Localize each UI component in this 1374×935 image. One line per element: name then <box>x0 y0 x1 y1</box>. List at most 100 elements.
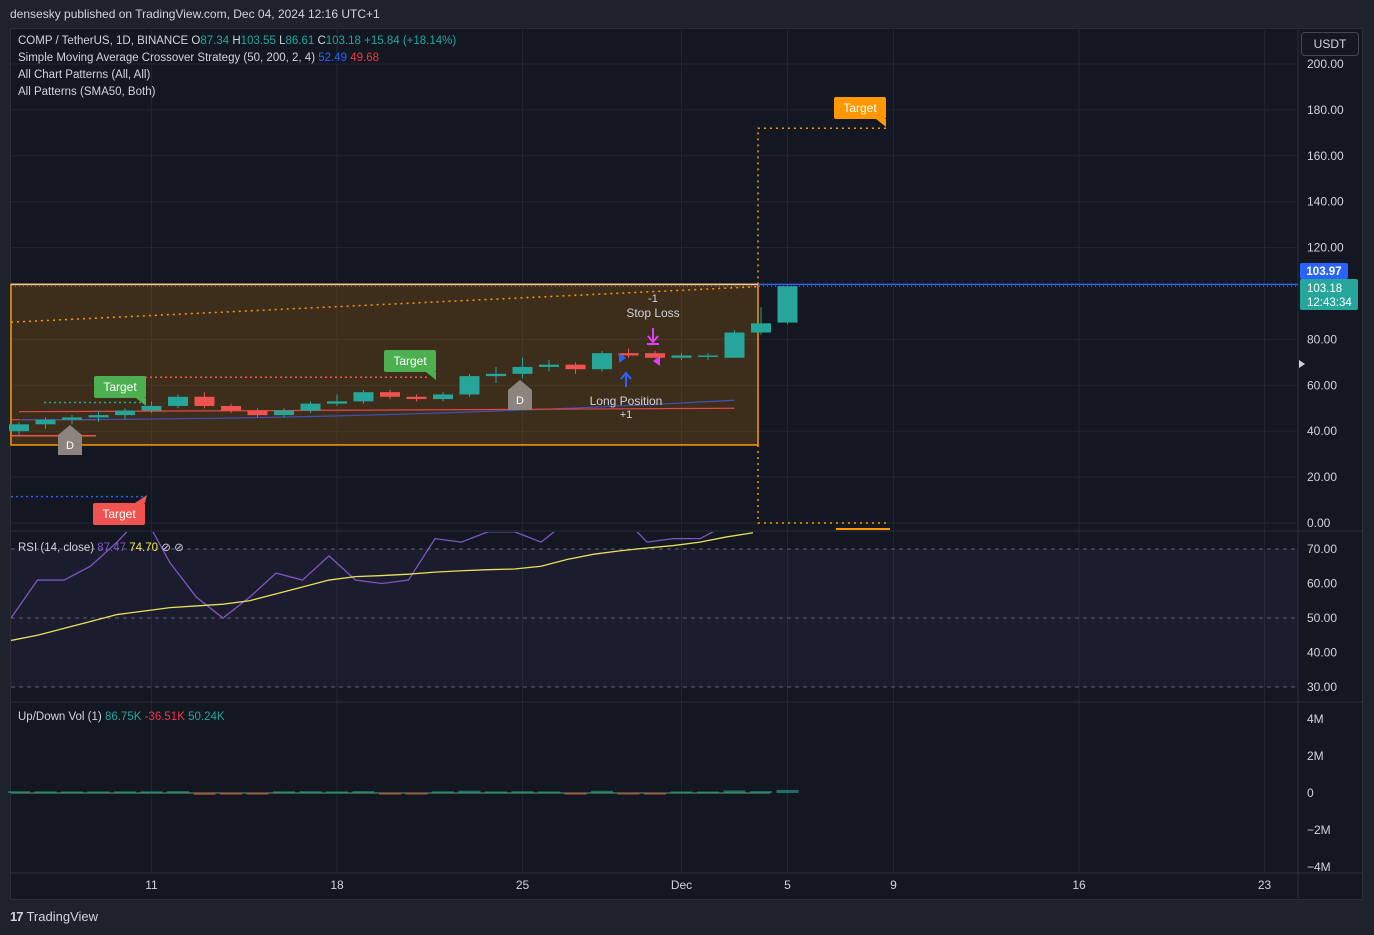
candle <box>406 394 427 402</box>
candle-body <box>35 419 56 425</box>
price-tick: 20.00 <box>1307 470 1337 484</box>
target-label-orange-bg <box>834 97 886 119</box>
candle <box>459 373 480 397</box>
volume-bar <box>61 791 83 793</box>
stop-loss-label: Stop Loss <box>626 306 679 320</box>
time-tick: 23 <box>1258 878 1272 892</box>
time-tick: 16 <box>1072 878 1086 892</box>
stop-loss-arrow-icon <box>647 328 659 345</box>
target-label-orange: Target <box>834 97 886 127</box>
rsi-tick: 60.00 <box>1307 577 1337 591</box>
time-tick: Dec <box>671 878 692 892</box>
price-tick: 60.00 <box>1307 378 1337 392</box>
target-label-green-2: Target <box>384 350 436 380</box>
price-tick: 40.00 <box>1307 424 1337 438</box>
candle <box>247 408 268 418</box>
candle <box>88 410 109 423</box>
volume-tick: 2M <box>1307 749 1324 763</box>
legend-strategy-row[interactable]: Simple Moving Average Crossover Strategy… <box>18 52 379 64</box>
candle <box>194 392 215 409</box>
time-tick: 5 <box>784 878 791 892</box>
candle <box>777 285 798 325</box>
close-badge-bg <box>1300 279 1358 310</box>
rsi-pane: 70.00 60.00 50.00 40.00 30.00 <box>11 532 1337 694</box>
pattern-d-marker-1: D <box>58 425 82 455</box>
candle <box>645 350 665 358</box>
rsi-legend[interactable]: RSI (14, close) 87.47 74.70 ⊘ ⊘ <box>18 540 184 554</box>
published-header: densesky published on TradingView.com, D… <box>10 7 380 21</box>
price-tick: 200.00 <box>1307 57 1344 71</box>
candle <box>168 394 188 409</box>
volume-bar <box>220 793 242 795</box>
legend-patterns2[interactable]: All Patterns (SMA50, Both) <box>18 86 156 98</box>
legend-patterns1[interactable]: All Chart Patterns (All, All) <box>18 69 151 81</box>
target-lower-bracket <box>757 444 890 524</box>
volume-bar <box>538 791 560 793</box>
footer-brand[interactable]: 17 TradingView <box>10 909 98 924</box>
candle-body <box>353 392 374 402</box>
volume-delta: 50.24K <box>188 711 225 723</box>
volume-bar <box>458 790 481 793</box>
rsi-ma-line <box>11 532 754 642</box>
price-tick: 160.00 <box>1307 149 1344 163</box>
long-position-label: Long Position <box>590 394 663 408</box>
volume-bar <box>776 789 799 793</box>
volume-bar <box>140 791 163 793</box>
volume-tick: 4M <box>1307 712 1324 726</box>
volume-bar <box>750 791 772 793</box>
candle <box>486 366 506 384</box>
candle-body <box>115 410 135 416</box>
time-tick: 9 <box>890 878 897 892</box>
volume-title: Up/Down Vol (1) <box>18 711 102 723</box>
volume-bar <box>564 793 587 795</box>
volume-legend[interactable]: Up/Down Vol (1) 86.75K -36.51K 50.24K <box>18 711 225 723</box>
target-label-green-2-bg <box>384 350 436 372</box>
candle-body <box>300 403 321 411</box>
volume-tick: −4M <box>1307 860 1331 874</box>
tradingview-logo-icon: 17 <box>10 909 24 924</box>
volume-tick: 0 <box>1307 786 1314 800</box>
candle-body <box>565 364 586 370</box>
pattern-d-marker-2-shape <box>508 380 532 410</box>
volume-tick: −2M <box>1307 823 1331 837</box>
volume-bar <box>644 793 666 795</box>
time-axis: 11 18 25 Dec 5 9 16 23 <box>145 878 1271 892</box>
candle-body <box>512 366 533 374</box>
legend-symbol: COMP / TetherUS, 1D, BINANCE <box>18 35 189 47</box>
candle-body <box>221 405 241 411</box>
volume-bar <box>697 791 719 793</box>
candle <box>274 408 294 418</box>
trend-dotted-line <box>10 285 759 323</box>
candle <box>671 353 692 361</box>
target-label-red-bg <box>93 503 145 525</box>
chart-frame[interactable] <box>10 28 1363 900</box>
candle <box>565 362 586 374</box>
candle-body <box>62 417 82 420</box>
candle-body <box>724 332 745 358</box>
candle-body <box>459 376 480 395</box>
candle <box>141 401 162 413</box>
target-label-green-1-tail <box>136 398 146 406</box>
candle-body <box>592 353 612 370</box>
legend-strategy-v1: 52.49 <box>318 52 348 64</box>
volume-bar <box>670 791 693 793</box>
candle-body <box>618 353 639 356</box>
candle-body <box>671 355 692 358</box>
rsi-tick: 70.00 <box>1307 542 1337 556</box>
pattern-d-marker-2: D <box>508 380 532 410</box>
candle-body <box>433 394 453 400</box>
rsi-tick: 30.00 <box>1307 680 1337 694</box>
rsi-icons: ⊘ ⊘ <box>161 542 184 554</box>
candle <box>618 348 639 358</box>
time-tick: 11 <box>145 878 158 892</box>
candle <box>300 401 321 413</box>
currency-button[interactable]: USDT <box>1301 32 1359 56</box>
target-label-red-tail <box>135 495 147 503</box>
candle-body <box>698 355 718 357</box>
long-position-qty: +1 <box>620 409 633 421</box>
target-label-red-text: Target <box>102 507 136 521</box>
long-position-arrow-icon <box>620 371 632 387</box>
candle-body <box>141 405 162 411</box>
